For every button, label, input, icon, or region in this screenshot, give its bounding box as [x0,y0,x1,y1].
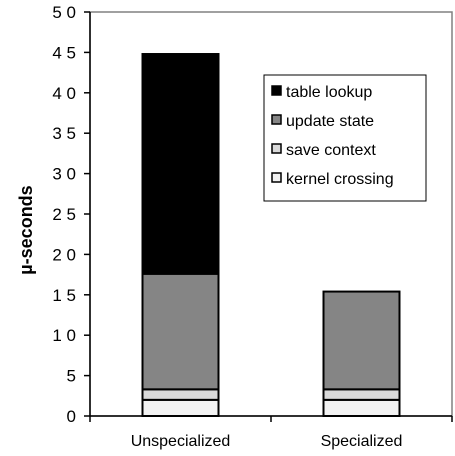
x-category-label: Unspecialized [131,433,231,450]
y-tick-label: 4 5 [52,43,76,62]
legend-label: save context [286,142,376,159]
legend-swatch [271,114,282,125]
y-tick-label: 1 5 [52,286,76,305]
y-tick-label: 5 0 [52,3,76,22]
bar-segment-save-context [322,388,401,401]
bar-segment-kernel-crossing [141,398,220,417]
legend: table lookup update state save context kern… [263,74,427,202]
legend-swatch [271,172,282,183]
bars [141,53,401,417]
bar-segment-save-context [141,388,220,401]
y-tick-label: 2 5 [52,205,76,224]
legend-swatch [271,85,282,96]
y-tick-label: 2 0 [52,245,76,264]
legend-swatch [271,143,282,154]
y-tick-label: 3 5 [52,124,76,143]
y-tick-label: 4 0 [52,84,76,103]
legend-label: table lookup [286,84,372,101]
legend-label: update state [286,113,374,130]
bar-segment-table-lookup [141,53,220,275]
x-category-label: Specialized [321,433,403,450]
y-tick-label: 5 [67,367,76,386]
legend-box [263,74,427,202]
bar-segment-kernel-crossing [322,398,401,417]
bar-segment-update-state [141,272,220,391]
y-tick-label: 3 0 [52,165,76,184]
y-axis-label: µ-seconds [16,185,36,274]
y-tick-label: 0 [67,407,76,426]
y-tick-label: 1 0 [52,326,76,345]
bar-segment-update-state [322,290,401,391]
legend-label: kernel crossing [286,171,394,188]
axes: 0 5 1 0 1 5 2 0 2 5 3 0 3 5 4 0 4 5 5 0 Unspecializ… [52,3,453,450]
